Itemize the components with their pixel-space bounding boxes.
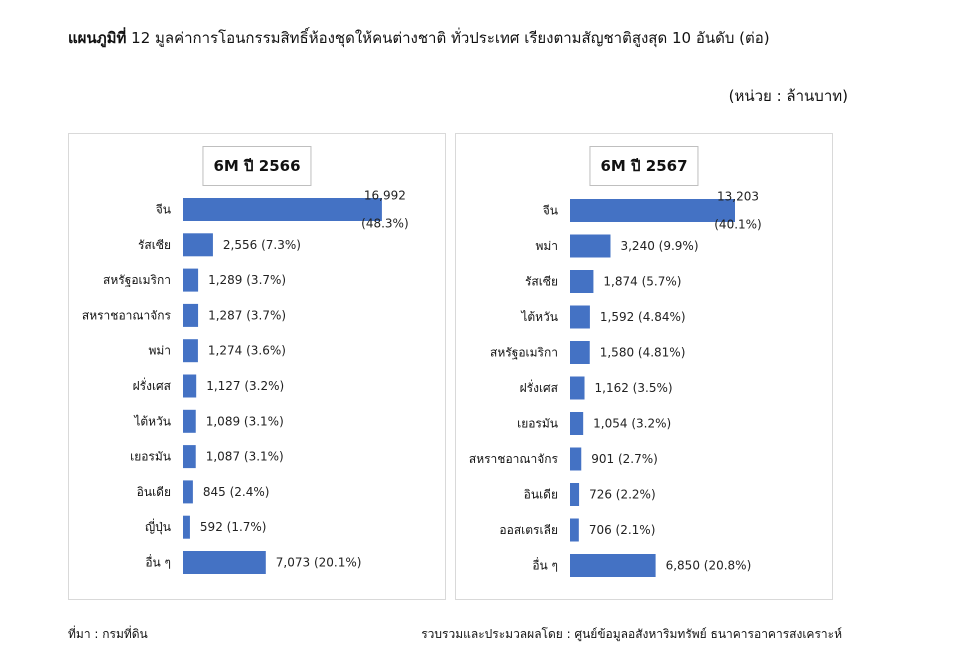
data-label: 13,203	[717, 190, 759, 204]
bar	[570, 305, 590, 329]
data-label: 592 (1.7%)	[200, 520, 267, 534]
bar	[570, 412, 584, 435]
data-label: 1,087 (3.1%)	[206, 450, 284, 464]
bar	[570, 554, 656, 577]
data-label: 1,580 (4.81%)	[600, 346, 686, 360]
chart-title: 6M ปี 2567	[589, 146, 699, 186]
data-label: 3,240 (9.9%)	[620, 239, 698, 253]
data-label-percent: (48.3%)	[361, 217, 408, 231]
bar	[183, 480, 193, 504]
category-label: จีน	[156, 203, 171, 217]
category-label: จีน	[543, 204, 558, 218]
category-label: เยอรมัน	[130, 450, 171, 464]
category-label: รัสเซีย	[525, 275, 558, 289]
page-title: แผนภูมิที่ 12 มูลค่าการโอนกรรมสิทธิ์ห้อง…	[68, 26, 770, 50]
data-label: 1,162 (3.5%)	[595, 381, 673, 395]
category-label: พม่า	[148, 344, 171, 358]
category-label: ออสเตรเลีย	[499, 523, 558, 537]
category-label: พม่า	[535, 239, 558, 253]
category-label: อื่น ๆ	[532, 557, 558, 573]
bar	[183, 198, 382, 221]
data-label: 1,874 (5.7%)	[603, 275, 681, 289]
bar	[570, 483, 580, 506]
category-label: อินเดีย	[137, 485, 171, 499]
category-label: ญี่ปุ่น	[145, 518, 171, 535]
bar	[570, 234, 611, 258]
category-label: ฝรั่งเศส	[133, 377, 172, 393]
chart-title: 6M ปี 2566	[202, 146, 312, 186]
category-label: สหรัฐอเมริกา	[490, 346, 558, 360]
data-label: 1,287 (3.7%)	[208, 308, 286, 322]
data-label: 726 (2.2%)	[589, 488, 656, 502]
category-label: รัสเซีย	[138, 238, 171, 252]
category-label: ไต้หวัน	[520, 310, 558, 324]
page-title-bold: แผนภูมิที่	[68, 29, 127, 47]
category-label: อื่น ๆ	[145, 554, 171, 570]
bar	[183, 303, 199, 327]
bar-chart-2566: จีน 16,992 (48.3%) รัสเซีย 2,556 (7.3%) สหรัฐ…	[82, 189, 409, 574]
data-label: 1,289 (3.7%)	[208, 273, 286, 287]
data-label: 1,274 (3.6%)	[208, 344, 286, 358]
data-label: 845 (2.4%)	[203, 485, 270, 499]
data-label: 6,850 (20.8%)	[666, 559, 752, 573]
category-label: ไต้หวัน	[133, 414, 171, 428]
bar	[570, 270, 594, 293]
category-label: สหรัฐอเมริกา	[103, 273, 171, 287]
data-label: 2,556 (7.3%)	[223, 238, 301, 252]
category-label: สหราชอาณาจักร	[469, 452, 559, 466]
data-label: 1,592 (4.84%)	[600, 310, 686, 324]
bar	[183, 445, 196, 469]
bar	[183, 409, 196, 433]
bar	[183, 233, 213, 257]
category-label: สหราชอาณาจักร	[82, 308, 172, 322]
unit-label: (หน่วย : ล้านบาท)	[728, 87, 848, 105]
compiled-by-note: รวบรวมและประมวลผลโดย : ศูนย์ข้อมูลอสังหา…	[421, 627, 842, 641]
data-label: 901 (2.7%)	[591, 452, 658, 466]
category-label: อินเดีย	[524, 488, 558, 502]
chart-panel-2567: 6M ปี 2567 จีน 13,203 (40.1%) พม่า 3,240 (9.…	[455, 133, 833, 600]
bar	[183, 374, 197, 398]
bar	[183, 551, 266, 574]
data-label: 16,992	[364, 189, 406, 203]
category-label: ฝรั่งเศส	[520, 379, 559, 395]
category-label: เยอรมัน	[517, 417, 558, 431]
data-label: 1,054 (3.2%)	[593, 417, 671, 431]
bar	[570, 341, 590, 364]
bar	[183, 515, 190, 539]
bar	[570, 518, 579, 542]
data-label-percent: (40.1%)	[714, 218, 761, 232]
data-label: 7,073 (20.1%)	[276, 556, 362, 570]
bar	[183, 268, 199, 292]
page-title-text: 12 มูลค่าการโอนกรรมสิทธิ์ห้องชุดให้คนต่า…	[131, 29, 770, 47]
chart-panel-2566: 6M ปี 2566 จีน 16,992 (48.3%) รัสเซีย 2,556 …	[68, 133, 446, 600]
data-label: 1,089 (3.1%)	[206, 414, 284, 428]
data-label: 1,127 (3.2%)	[206, 379, 284, 393]
bar	[570, 376, 585, 400]
bar	[570, 199, 735, 222]
data-label: 706 (2.1%)	[589, 523, 656, 537]
bar	[570, 447, 582, 471]
bar-chart-2567: จีน 13,203 (40.1%) พม่า 3,240 (9.9%) รัสเซีย 1…	[469, 190, 762, 577]
source-note: ที่มา : กรมที่ดิน	[68, 627, 148, 641]
bar	[183, 339, 198, 363]
